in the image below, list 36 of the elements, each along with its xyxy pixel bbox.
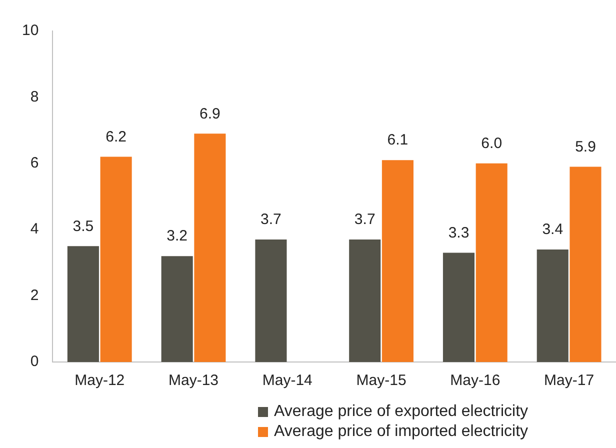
y-tick-label: 2 bbox=[30, 286, 39, 304]
data-label: 3.7 bbox=[260, 211, 282, 228]
bar bbox=[442, 252, 475, 362]
bar bbox=[100, 156, 132, 362]
data-label: 6.2 bbox=[106, 128, 126, 146]
y-tick-label: 0 bbox=[30, 353, 39, 370]
y-tick-label: 6 bbox=[30, 154, 39, 172]
x-tick-label: May-16 bbox=[450, 372, 500, 390]
legend-label: Average price of imported electricity bbox=[274, 422, 528, 442]
data-label: 3.4 bbox=[542, 221, 564, 238]
bar bbox=[161, 256, 193, 362]
data-label: 6.0 bbox=[481, 135, 502, 152]
data-label: 6.1 bbox=[387, 132, 408, 149]
x-tick-label: May-14 bbox=[262, 372, 312, 390]
data-label: 5.9 bbox=[575, 138, 596, 156]
bar bbox=[349, 240, 381, 362]
data-label: 3.2 bbox=[166, 228, 188, 245]
x-tick-label: May-17 bbox=[544, 372, 594, 390]
data-label: 3.3 bbox=[448, 224, 470, 242]
x-tick-label: May-15 bbox=[356, 372, 406, 390]
y-tick-label: 4 bbox=[30, 220, 39, 238]
bar bbox=[67, 246, 99, 362]
bar bbox=[194, 134, 226, 362]
bar bbox=[570, 166, 602, 362]
y-tick-label: 8 bbox=[30, 88, 39, 106]
bar bbox=[255, 240, 287, 362]
legend-label: Average price of exported electricity bbox=[274, 402, 528, 422]
x-tick-label: May-12 bbox=[74, 372, 125, 390]
data-label: 3.5 bbox=[72, 218, 94, 235]
x-tick-label: May-13 bbox=[168, 372, 219, 390]
bar bbox=[382, 160, 414, 362]
data-label: 6.9 bbox=[200, 105, 220, 122]
y-tick-label: 10 bbox=[22, 22, 39, 40]
bar bbox=[536, 249, 568, 362]
data-label: 3.7 bbox=[354, 211, 376, 228]
bar bbox=[476, 163, 508, 362]
